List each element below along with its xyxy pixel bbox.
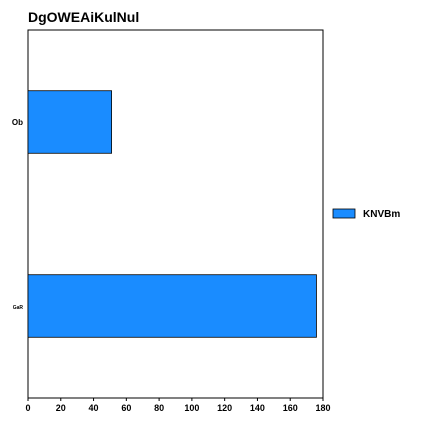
x-tick-label: 0 [25, 403, 30, 413]
x-tick-label: 80 [154, 403, 164, 413]
x-tick-label: 40 [89, 403, 99, 413]
x-tick-label: 20 [56, 403, 66, 413]
bars-group [27, 90, 317, 338]
x-tick-label: 100 [184, 403, 199, 413]
bar-gar [27, 274, 317, 338]
plot-frame [27, 29, 324, 399]
x-tick-label: 160 [283, 403, 298, 413]
bar-ob [27, 90, 112, 154]
category-labels: Ob GaR [12, 118, 23, 311]
x-tick-label: 120 [217, 403, 232, 413]
x-tick-label: 180 [315, 403, 330, 413]
x-axis: 0 20 40 60 80 100 120 140 160 180 [25, 398, 331, 413]
category-label-gar: GaR [13, 305, 24, 311]
x-tick-label: 60 [121, 403, 131, 413]
legend-label: KNVBm [363, 209, 400, 220]
x-tick-label: 140 [250, 403, 265, 413]
legend: KNVBm [332, 208, 400, 220]
category-label-ob: Ob [12, 118, 23, 127]
legend-swatch [332, 208, 356, 219]
chart-title: DgOWEAiKulNul [28, 9, 139, 25]
